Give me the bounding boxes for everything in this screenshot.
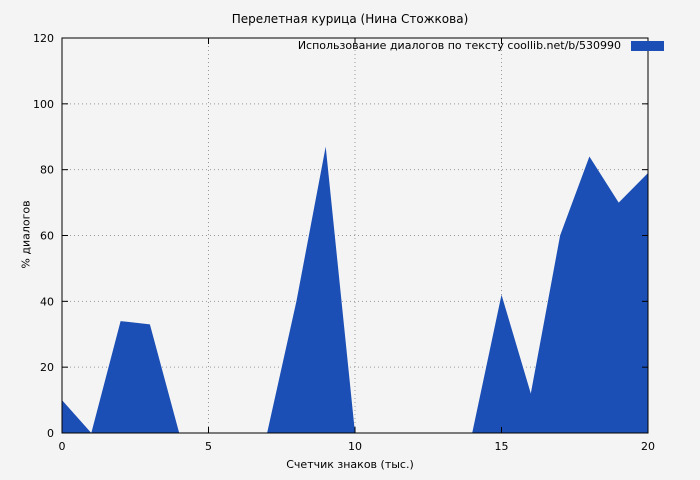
y-axis-label: % диалогов [19, 200, 33, 269]
x-tick-label: 20 [641, 440, 655, 453]
y-tick-label: 80 [40, 164, 54, 177]
y-tick-label: 20 [40, 361, 54, 374]
x-tick-label: 10 [348, 440, 362, 453]
y-tick-label: 60 [40, 230, 54, 243]
x-tick-label: 5 [205, 440, 212, 453]
legend: Использование диалогов по тексту coollib… [298, 39, 664, 52]
area-series [62, 146, 648, 433]
y-tick-label: 120 [33, 32, 54, 45]
x-tick-label: 15 [495, 440, 509, 453]
legend-label: Использование диалогов по тексту coollib… [297, 39, 621, 52]
x-axis-label: Счетчик знаков (тыс.) [286, 458, 414, 471]
chart-title: Перелетная курица (Нина Стожкова) [231, 12, 469, 26]
y-tick-label: 40 [40, 295, 54, 308]
y-tick-label: 0 [47, 427, 54, 440]
legend-swatch [631, 40, 664, 51]
x-tick-label: 0 [59, 440, 66, 453]
y-tick-label: 100 [33, 98, 54, 111]
